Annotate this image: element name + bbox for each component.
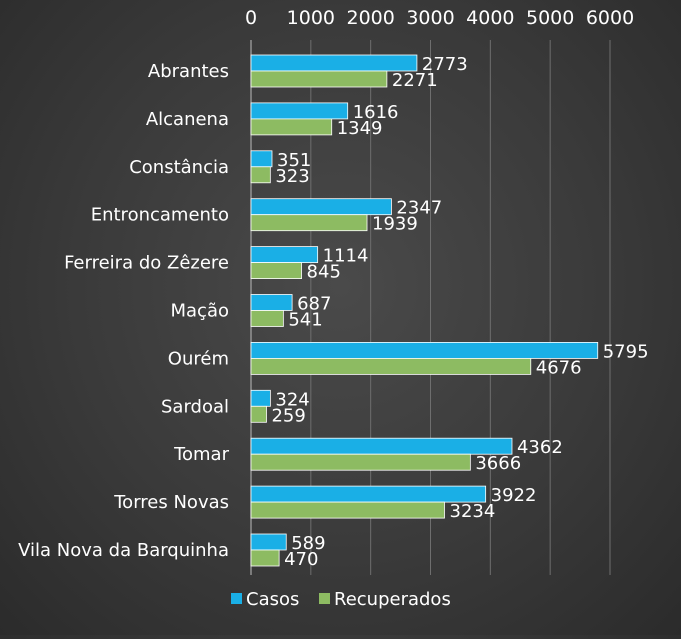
- data-label: 1349: [337, 118, 383, 139]
- legend: Casos Recuperados: [231, 589, 451, 610]
- category-label: Tomar: [173, 444, 230, 465]
- bar-recuperados: [250, 214, 368, 232]
- data-label: 470: [284, 549, 318, 570]
- bar-recuperados: [250, 405, 267, 423]
- data-label: 1114: [323, 246, 369, 267]
- data-label: 2271: [392, 70, 438, 91]
- category-label: Ferreira do Zêzere: [64, 253, 229, 274]
- data-label: 3922: [491, 485, 537, 506]
- x-axis: 0 1000 2000 3000 4000 5000 6000: [245, 7, 634, 29]
- data-label: 2773: [422, 54, 468, 75]
- bar-recuperados: [250, 357, 532, 375]
- category-label: Vila Nova da Barquinha: [18, 540, 229, 561]
- category-label: Sardoal: [161, 396, 229, 417]
- bar-casos: [250, 485, 487, 503]
- data-label: 4676: [536, 357, 582, 378]
- x-tick-label: 5000: [526, 7, 574, 29]
- legend-swatch: [319, 593, 330, 604]
- data-label: 845: [307, 262, 341, 283]
- category-label: Constância: [129, 157, 229, 178]
- bar-casos: [250, 150, 273, 168]
- bar-recuperados: [250, 166, 271, 184]
- data-label: 4362: [517, 437, 563, 458]
- data-label: 2347: [396, 198, 442, 219]
- bar-recuperados: [250, 262, 302, 280]
- data-label: 1939: [372, 214, 418, 235]
- bar-casos: [250, 294, 293, 311]
- data-label: 3234: [450, 501, 496, 522]
- x-tick-label: 6000: [586, 7, 634, 29]
- data-label: 687: [297, 294, 331, 315]
- bar-casos: [250, 533, 287, 551]
- x-tick-label: 3000: [406, 7, 454, 29]
- data-label: 324: [275, 389, 309, 410]
- category-axis: Abrantes Alcanena Constância Entroncamento F…: [18, 40, 252, 575]
- category-label: Ourém: [168, 348, 229, 369]
- bar-recuperados: [250, 549, 280, 567]
- data-label: 541: [288, 310, 322, 331]
- bars: [250, 54, 599, 567]
- data-label: 3666: [475, 453, 521, 474]
- legend-label: Recuperados: [334, 589, 451, 610]
- bar-casos: [250, 246, 319, 264]
- x-tick-label: 1000: [287, 7, 335, 29]
- bar-casos: [250, 102, 349, 120]
- data-label: 5795: [603, 341, 649, 362]
- bar-casos: [250, 198, 392, 216]
- bar-casos: [250, 54, 418, 72]
- x-tick-label: 4000: [466, 7, 514, 29]
- bar-recuperados: [250, 118, 333, 136]
- data-label: 589: [291, 533, 325, 554]
- bar-casos: [250, 389, 271, 407]
- x-tick-label: 0: [245, 7, 257, 29]
- category-label: Mação: [171, 301, 230, 322]
- legend-label: Casos: [246, 589, 299, 610]
- legend-swatch: [231, 593, 242, 604]
- category-label: Torres Novas: [113, 492, 229, 513]
- data-label: 259: [271, 405, 305, 426]
- data-label: 351: [277, 150, 311, 171]
- bar-recuperados: [250, 453, 471, 471]
- data-label: 1616: [353, 102, 399, 123]
- bar-casos: [250, 437, 513, 455]
- bar-recuperados: [250, 501, 445, 519]
- bar-recuperados: [250, 310, 284, 327]
- x-tick-label: 2000: [346, 7, 394, 29]
- bar-casos: [250, 341, 599, 359]
- category-label: Abrantes: [148, 61, 229, 82]
- category-label: Entroncamento: [91, 205, 229, 226]
- data-label: 323: [275, 166, 309, 187]
- category-label: Alcanena: [146, 109, 229, 130]
- bar-recuperados: [250, 70, 388, 88]
